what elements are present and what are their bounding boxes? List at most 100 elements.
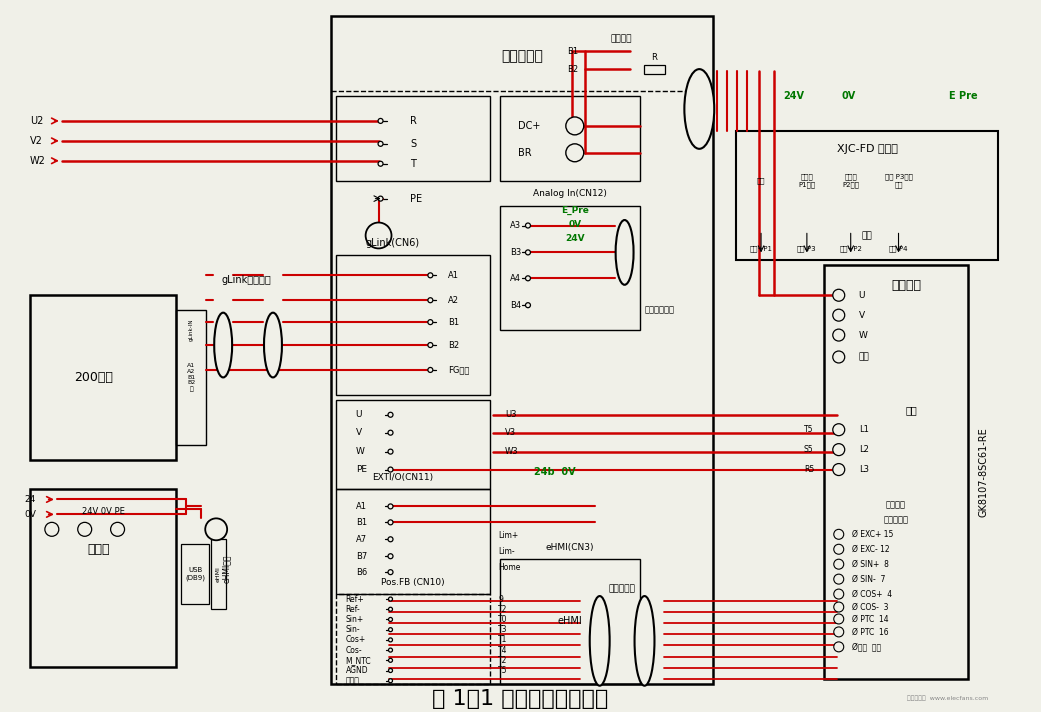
Text: 触摸屏: 触摸屏	[86, 543, 109, 556]
Text: W3: W3	[505, 447, 518, 456]
Circle shape	[78, 523, 92, 536]
Text: V3: V3	[505, 428, 516, 437]
Text: gLink连接电缆: gLink连接电缆	[221, 276, 271, 286]
Circle shape	[388, 638, 392, 642]
Text: B2: B2	[567, 65, 579, 73]
Text: Cos+: Cos+	[346, 635, 366, 644]
Bar	[336, 594, 490, 684]
Text: U3: U3	[505, 410, 516, 419]
Bar	[736, 131, 998, 261]
Circle shape	[388, 659, 392, 662]
Text: 24: 24	[24, 495, 35, 504]
Text: E_Pre: E_Pre	[561, 206, 589, 215]
Bar	[500, 96, 639, 181]
Text: 伺服电机: 伺服电机	[891, 279, 921, 292]
Text: U2: U2	[30, 116, 44, 126]
Text: T5: T5	[804, 425, 813, 434]
Text: 屏蔽端: 屏蔽端	[346, 676, 359, 685]
Circle shape	[833, 351, 844, 363]
Circle shape	[833, 289, 844, 301]
Text: XJC-FD 变选器: XJC-FD 变选器	[837, 144, 897, 154]
Circle shape	[833, 424, 844, 436]
Text: L2: L2	[859, 445, 868, 454]
Circle shape	[526, 303, 531, 308]
Text: T5: T5	[498, 666, 508, 675]
Text: Analog In(CN12): Analog In(CN12)	[533, 189, 607, 198]
Circle shape	[833, 464, 844, 476]
Text: Cos-: Cos-	[346, 646, 362, 654]
Circle shape	[833, 309, 844, 321]
Bar	[500, 206, 639, 330]
Circle shape	[834, 602, 844, 612]
Circle shape	[834, 574, 844, 584]
Text: 制动电阻: 制动电阻	[611, 35, 632, 43]
Text: Pos.FB (CN10): Pos.FB (CN10)	[381, 577, 445, 587]
Circle shape	[428, 320, 433, 325]
Text: W: W	[859, 330, 867, 340]
Text: 24V: 24V	[784, 91, 805, 101]
Text: gLink-IN: gLink-IN	[188, 319, 194, 341]
Text: T2: T2	[498, 656, 507, 665]
Text: 图 1－1 控制器系统接线图: 图 1－1 控制器系统接线图	[432, 689, 609, 708]
Text: M_NTC: M_NTC	[346, 656, 372, 665]
Text: B1: B1	[449, 318, 459, 327]
Circle shape	[833, 329, 844, 341]
Bar	[643, 65, 665, 73]
Text: R: R	[652, 53, 658, 62]
Text: 电源+P2: 电源+P2	[839, 245, 862, 252]
Text: 0V: 0V	[841, 91, 856, 101]
Ellipse shape	[590, 596, 610, 686]
Text: 航空插头: 航空插头	[886, 500, 906, 509]
Ellipse shape	[214, 313, 232, 377]
Text: L1: L1	[859, 425, 868, 434]
Text: A3: A3	[510, 221, 522, 230]
Text: eHMI(CN3): eHMI(CN3)	[545, 543, 594, 552]
Text: Ø COS-  3: Ø COS- 3	[852, 602, 888, 612]
Text: Ø SIN+  8: Ø SIN+ 8	[852, 560, 889, 569]
Text: 编码器信号: 编码器信号	[884, 515, 909, 524]
Text: U: U	[859, 290, 865, 300]
Text: DC+: DC+	[518, 121, 540, 131]
Text: 输出 P3绿色
输出: 输出 P3绿色 输出	[885, 174, 913, 188]
Circle shape	[388, 607, 392, 611]
Text: Lim-: Lim-	[498, 547, 514, 556]
Circle shape	[388, 648, 392, 652]
Circle shape	[834, 589, 844, 599]
Text: 智能控制器: 智能控制器	[501, 49, 543, 63]
Circle shape	[388, 628, 392, 632]
Text: 24V 0V PE: 24V 0V PE	[81, 507, 125, 516]
Circle shape	[566, 144, 584, 162]
Text: R: R	[410, 116, 417, 126]
Circle shape	[378, 118, 383, 123]
Circle shape	[388, 520, 393, 525]
Bar	[336, 400, 490, 489]
Bar	[181, 544, 209, 604]
Circle shape	[388, 669, 392, 673]
Text: R5: R5	[804, 465, 814, 474]
Text: A2: A2	[449, 295, 459, 305]
Text: B7: B7	[356, 552, 366, 561]
Text: U: U	[356, 410, 362, 419]
Bar	[211, 539, 226, 609]
Text: 200模块: 200模块	[74, 371, 112, 384]
Text: 地线: 地线	[859, 352, 869, 362]
Text: Lim+: Lim+	[498, 531, 518, 540]
Ellipse shape	[264, 313, 282, 377]
Text: Ø SIN-  7: Ø SIN- 7	[852, 575, 885, 584]
Ellipse shape	[684, 69, 714, 149]
Circle shape	[388, 537, 393, 542]
Text: B1: B1	[356, 518, 366, 527]
Text: V: V	[356, 428, 362, 437]
Circle shape	[378, 142, 383, 147]
Text: V: V	[859, 310, 865, 320]
Text: Ø COS+  4: Ø COS+ 4	[852, 590, 892, 599]
Circle shape	[378, 196, 383, 201]
Circle shape	[388, 504, 393, 509]
Text: 输入: 输入	[862, 231, 872, 240]
Circle shape	[566, 117, 584, 135]
Text: 泡宁技术网  www.elecfans.com: 泡宁技术网 www.elecfans.com	[907, 696, 988, 701]
Text: EXTI/O(CN11): EXTI/O(CN11)	[373, 473, 433, 482]
Text: 0V: 0V	[24, 510, 35, 519]
Text: 电源-P4: 电源-P4	[889, 245, 908, 252]
Text: USB
(DB9): USB (DB9)	[185, 567, 205, 581]
